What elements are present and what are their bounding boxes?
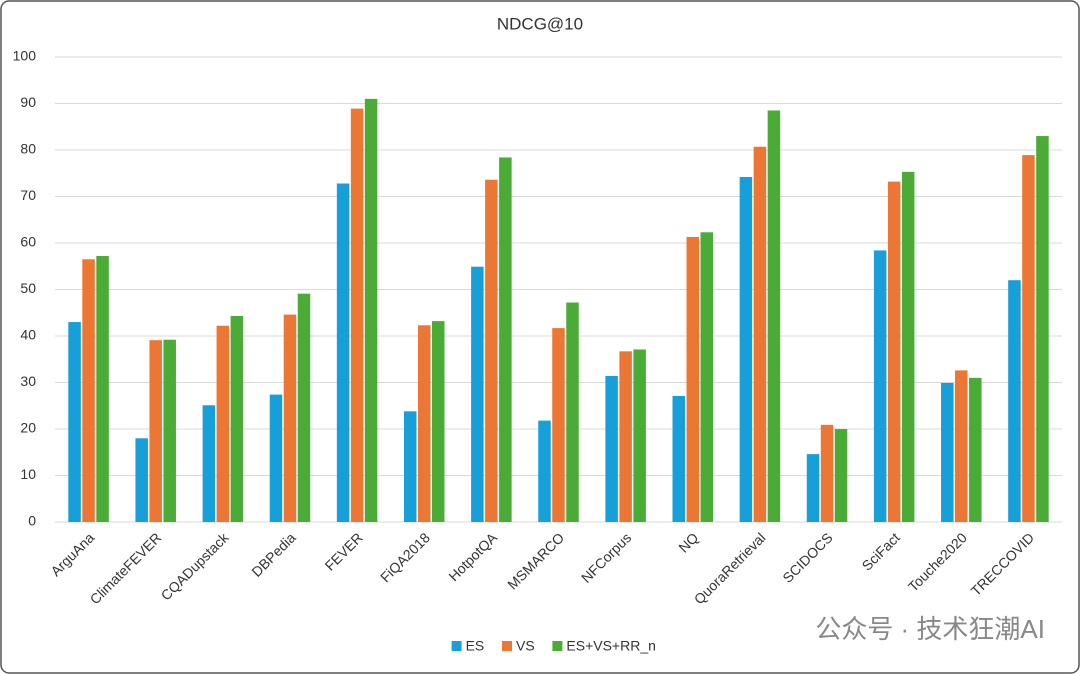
bar [605,375,618,522]
y-tick-label: 0 [28,513,36,529]
bar [364,98,378,522]
bar [700,232,714,522]
bar [350,108,364,523]
y-tick-label: 40 [20,327,36,343]
y-tick-label: 70 [20,187,36,203]
bar [336,183,350,523]
bar [969,377,982,522]
legend-swatch [451,641,462,651]
bar [283,314,297,522]
legend-label: ES+VS+RR_n [566,638,656,654]
y-tick-label: 60 [20,234,36,250]
y-tick-label: 100 [13,48,37,64]
chart-title: NDCG@10 [497,14,583,33]
bar [431,321,445,522]
bar [82,259,95,522]
bar [767,110,781,522]
bar [417,325,431,522]
bar [739,176,753,522]
bar [887,181,901,522]
bar [566,302,579,522]
bar [1036,136,1049,523]
bar [163,339,176,522]
bar [538,420,551,522]
bar [820,424,834,522]
bar [1022,155,1035,523]
legend-swatch [552,641,563,651]
bar [269,394,283,522]
bar [202,405,216,522]
bar [753,146,767,522]
bar [96,256,109,522]
bar [633,349,646,522]
bar [149,340,162,522]
bar [297,293,311,522]
bar [471,266,484,522]
bar [485,179,498,522]
bar [403,411,417,522]
legend-label: VS [516,638,535,654]
bar [216,325,230,522]
legend-label: ES [466,638,485,654]
watermark: 公众号 · 技术狂潮AI [815,614,1045,644]
y-tick-label: 30 [20,373,36,389]
bar [672,395,686,522]
bar [686,236,700,522]
bar [901,171,915,523]
y-tick-label: 90 [20,94,36,110]
bar [499,157,512,522]
y-tick-label: 10 [20,466,36,482]
bar [68,322,81,522]
bar [135,438,148,522]
bar [619,351,632,522]
bar [230,316,244,522]
bar [806,454,820,522]
legend-swatch [502,641,512,651]
bar [1008,280,1021,522]
bar [552,328,565,522]
bar [941,382,954,522]
bar [834,429,848,522]
bar [955,370,968,522]
y-tick-label: 80 [20,141,36,157]
y-tick-label: 20 [20,420,36,436]
bar [873,250,887,522]
y-tick-label: 50 [20,280,36,296]
